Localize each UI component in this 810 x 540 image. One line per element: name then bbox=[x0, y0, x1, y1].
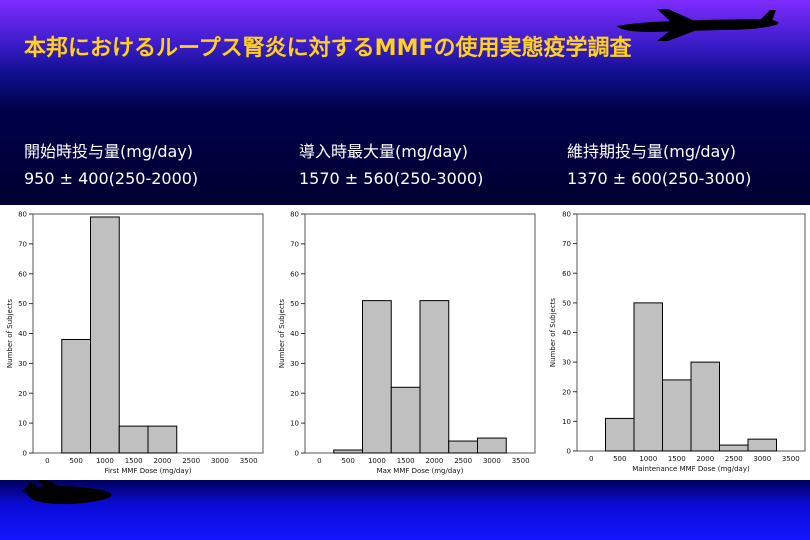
bar-2500 bbox=[448, 440, 478, 454]
x-tick-label: 1000 bbox=[96, 457, 114, 465]
bar-2500 bbox=[719, 444, 749, 452]
y-tick-label: 80 bbox=[290, 211, 299, 219]
x-tick-label: 1500 bbox=[125, 457, 143, 465]
y-tick-label: 20 bbox=[18, 390, 27, 398]
chart-panel-maintenance-dose: 0 10 20 30 40 50 60 70 80 0 500 1000 1500 2000 2500 300… bbox=[543, 205, 810, 480]
x-tick-label: 2500 bbox=[182, 457, 200, 465]
x-tick-label: 2000 bbox=[425, 457, 443, 465]
stat-value: 1370 ± 600(250-3000) bbox=[567, 169, 752, 188]
y-tick-label: 0 bbox=[23, 450, 27, 458]
x-tick-label: 1500 bbox=[397, 457, 415, 465]
x-tick-label: 1000 bbox=[368, 457, 386, 465]
x-tick-label: 2500 bbox=[454, 457, 472, 465]
bar-3000 bbox=[747, 438, 777, 452]
bar-500 bbox=[61, 338, 91, 454]
stat-value: 1570 ± 560(250-3000) bbox=[299, 169, 484, 188]
y-tick-label: 30 bbox=[18, 360, 27, 368]
y-tick-label: 50 bbox=[290, 300, 299, 308]
y-tick-label: 40 bbox=[290, 330, 299, 338]
bar-1000 bbox=[90, 216, 120, 454]
x-axis-label: First MMF Dose (mg/day) bbox=[104, 467, 191, 475]
y-tick-label: 60 bbox=[562, 270, 571, 278]
bar-1000 bbox=[362, 300, 392, 454]
y-tick-label: 10 bbox=[562, 418, 571, 426]
y-tick-label: 0 bbox=[295, 450, 299, 458]
x-tick-label: 3000 bbox=[211, 457, 229, 465]
x-tick-label: 3500 bbox=[782, 455, 800, 463]
airplane-shadow-icon bbox=[22, 478, 112, 505]
bar-1500 bbox=[662, 379, 692, 452]
bar-2000 bbox=[690, 361, 720, 452]
y-tick-label: 60 bbox=[290, 270, 299, 278]
slide-title: 本邦におけるループス腎炎に対するMMFの使用実態疫学調査 bbox=[24, 36, 632, 61]
y-axis-label: Number of Subjects bbox=[278, 299, 286, 368]
stat-label: 維持期投与量(mg/day) bbox=[567, 142, 737, 161]
y-tick-label: 80 bbox=[18, 211, 27, 219]
x-tick-label: 3500 bbox=[512, 457, 530, 465]
y-tick-label: 30 bbox=[562, 359, 571, 367]
x-tick-label: 0 bbox=[45, 457, 49, 465]
y-tick-label: 70 bbox=[18, 240, 27, 248]
bar-3000 bbox=[477, 437, 507, 454]
y-tick-label: 20 bbox=[290, 390, 299, 398]
bar-2000 bbox=[419, 300, 450, 454]
x-tick-label: 2500 bbox=[725, 455, 743, 463]
chart-maintenance-dose: 0 10 20 30 40 50 60 70 80 0 500 1000 1500 2000 2500 300… bbox=[549, 211, 806, 473]
chart-panel-first-dose: 0 10 20 30 40 50 60 70 80 0 500 1000 1500 2000 2500 300… bbox=[0, 205, 272, 480]
y-tick-label: 50 bbox=[18, 300, 27, 308]
x-tick-label: 500 bbox=[613, 455, 626, 463]
airplane-icon bbox=[617, 9, 779, 41]
bar-500 bbox=[605, 417, 635, 452]
chart-max-dose: 0 10 20 30 40 50 60 70 80 0 500 1000 1500 2000 2500 300… bbox=[278, 211, 536, 475]
x-tick-label: 0 bbox=[589, 455, 593, 463]
y-tick-label: 20 bbox=[562, 388, 571, 396]
bar-1000 bbox=[633, 302, 663, 452]
y-tick-label: 10 bbox=[290, 420, 299, 428]
y-tick-label: 10 bbox=[18, 420, 27, 428]
y-tick-label: 70 bbox=[562, 240, 571, 248]
stat-block-start: 開始時投与量(mg/day) 950 ± 400(250-2000) bbox=[24, 138, 198, 192]
x-tick-label: 3500 bbox=[240, 457, 258, 465]
y-tick-label: 40 bbox=[562, 329, 571, 337]
x-axis-label: Max MMF Dose (mg/day) bbox=[377, 467, 464, 475]
x-tick-label: 2000 bbox=[153, 457, 171, 465]
y-axis-label: Number of Subjects bbox=[549, 298, 557, 367]
x-tick-label: 500 bbox=[69, 457, 82, 465]
stat-block-maintenance: 維持期投与量(mg/day) 1370 ± 600(250-3000) bbox=[567, 138, 751, 192]
stat-label: 導入時最大量(mg/day) bbox=[299, 142, 469, 161]
x-tick-label: 2000 bbox=[696, 455, 714, 463]
chart-first-dose: 0 10 20 30 40 50 60 70 80 0 500 1000 1500 2000 2500 300… bbox=[6, 211, 264, 475]
bar-500 bbox=[333, 449, 363, 454]
x-tick-label: 0 bbox=[317, 457, 321, 465]
stat-value: 950 ± 400(250-2000) bbox=[24, 169, 199, 188]
bar-1500 bbox=[390, 386, 421, 454]
x-tick-label: 1000 bbox=[639, 455, 657, 463]
bar-2000 bbox=[147, 425, 178, 454]
y-tick-label: 0 bbox=[567, 448, 571, 456]
y-tick-label: 60 bbox=[18, 270, 27, 278]
y-tick-label: 30 bbox=[290, 360, 299, 368]
x-axis-label: Maintenance MMF Dose (mg/day) bbox=[632, 465, 750, 473]
y-tick-label: 80 bbox=[562, 211, 571, 219]
x-tick-label: 3000 bbox=[753, 455, 771, 463]
y-tick-label: 40 bbox=[18, 330, 27, 338]
y-tick-label: 50 bbox=[562, 299, 571, 307]
stat-label: 開始時投与量(mg/day) bbox=[24, 142, 194, 161]
x-tick-label: 1500 bbox=[668, 455, 686, 463]
chart-panel-max-dose: 0 10 20 30 40 50 60 70 80 0 500 1000 1500 2000 2500 300… bbox=[272, 205, 543, 480]
y-tick-label: 70 bbox=[290, 240, 299, 248]
stat-block-max: 導入時最大量(mg/day) 1570 ± 560(250-3000) bbox=[299, 138, 483, 192]
x-tick-label: 500 bbox=[341, 457, 354, 465]
y-axis-label: Number of Subjects bbox=[6, 299, 14, 368]
x-tick-label: 3000 bbox=[483, 457, 501, 465]
bar-1500 bbox=[118, 425, 149, 454]
